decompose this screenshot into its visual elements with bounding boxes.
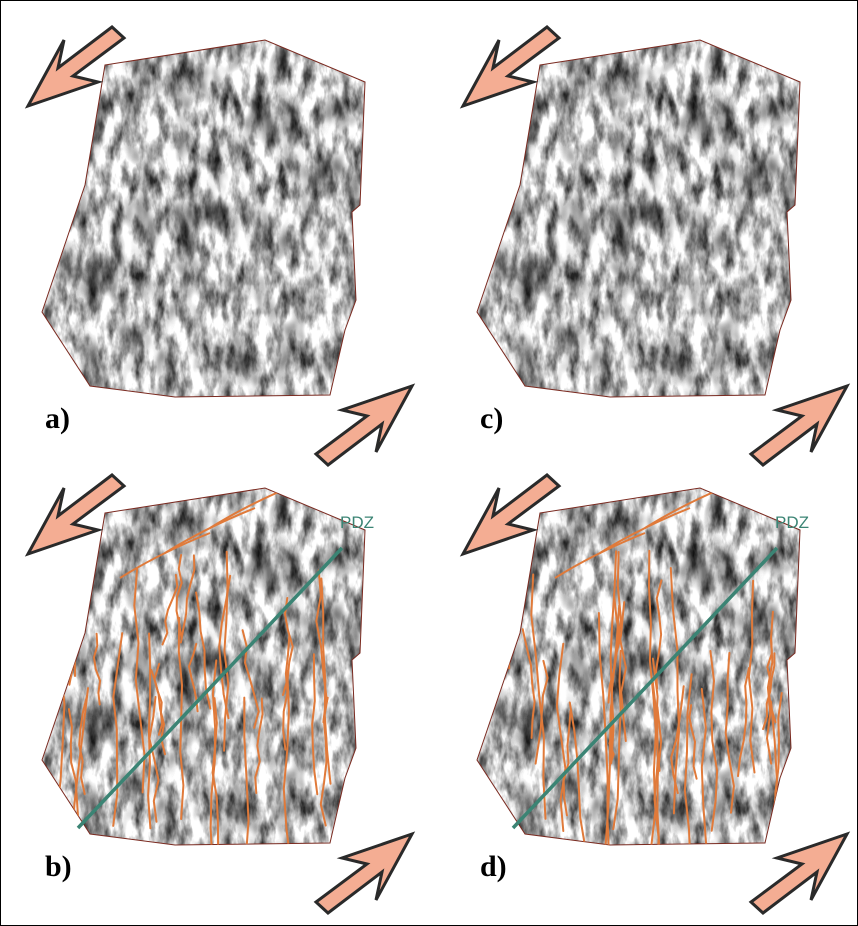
panel-label: a) (45, 402, 70, 435)
panel-label: b) (45, 850, 72, 883)
figure: a) PDZ b) c) PDZ d) (0, 0, 858, 926)
panel-label: c) (480, 402, 503, 435)
shear-arrow (316, 834, 412, 913)
fault-trace (505, 546, 516, 668)
pdz-label: PDZ (340, 513, 374, 532)
panel: a) (28, 27, 412, 465)
panel: c) (463, 27, 847, 465)
pdz-label: PDZ (775, 513, 809, 532)
panel: PDZ b) (28, 475, 412, 926)
fault-trace (56, 563, 62, 685)
shear-arrow (751, 386, 847, 465)
shear-arrow (316, 386, 412, 465)
panels: a) PDZ b) c) PDZ d) (28, 27, 847, 926)
panel: PDZ d) (463, 475, 847, 926)
shear-arrow (751, 834, 847, 913)
panel-label: d) (480, 850, 507, 883)
